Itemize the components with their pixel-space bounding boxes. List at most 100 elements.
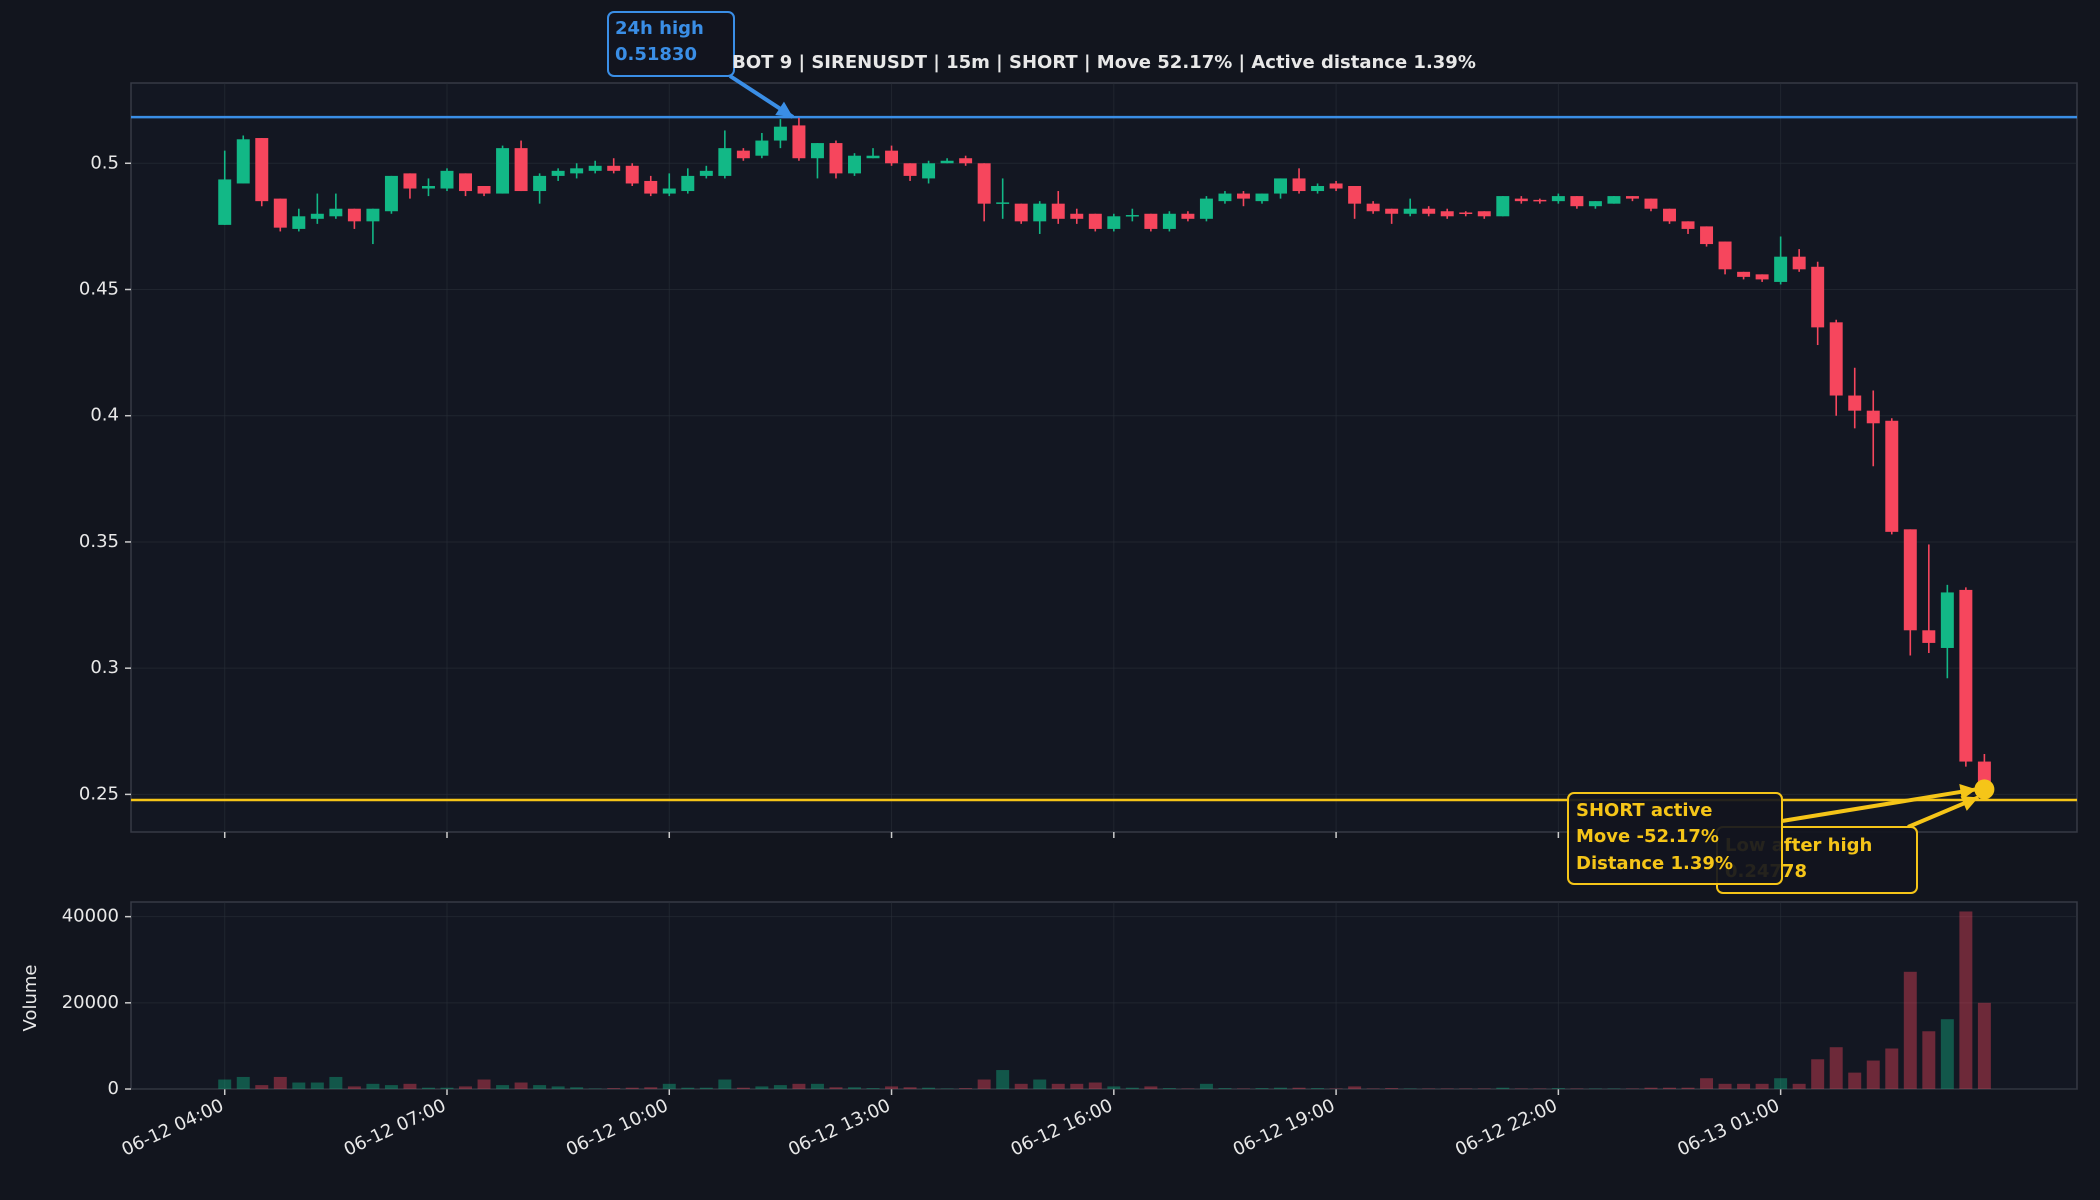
arrow-head <box>1960 796 1979 811</box>
volume-bar <box>996 1070 1010 1089</box>
candle-body <box>403 173 417 189</box>
candle-body <box>1014 203 1028 222</box>
volume-bar <box>1255 1088 1269 1089</box>
volume-bar <box>1700 1078 1714 1089</box>
candle-body <box>1311 185 1325 192</box>
volume-bar <box>236 1076 250 1089</box>
candle-body <box>1051 203 1065 219</box>
candle-body <box>1774 256 1788 282</box>
volume-bar <box>1107 1086 1121 1089</box>
y-tick-label: 0.3 <box>90 657 119 678</box>
volume-bar <box>496 1085 510 1089</box>
candle-body <box>607 165 621 171</box>
volume-bar <box>977 1079 991 1089</box>
candle-body <box>1570 196 1584 207</box>
volume-bar <box>681 1087 695 1089</box>
candle-body <box>1403 208 1417 214</box>
candle-body <box>1218 193 1232 202</box>
volume-bar <box>792 1083 806 1089</box>
candle-body <box>1496 196 1510 217</box>
volume-bar <box>1496 1087 1510 1089</box>
volume-bar <box>1718 1083 1732 1089</box>
volume-bar <box>1070 1083 1084 1089</box>
volume-bar <box>384 1085 398 1089</box>
volume-bar <box>1218 1088 1232 1089</box>
candle-body <box>1292 178 1306 192</box>
volume-bar <box>1829 1047 1843 1089</box>
annotation-arrow <box>1781 787 1977 823</box>
y-tick-label: 20000 <box>62 992 119 1013</box>
volume-bar <box>607 1088 621 1089</box>
volume-bar <box>1681 1087 1695 1089</box>
candle-body <box>1811 266 1825 328</box>
annotation-box <box>1567 792 1783 885</box>
candle-body <box>384 175 398 212</box>
volume-bar <box>1737 1083 1751 1089</box>
volume-bar <box>1885 1048 1899 1089</box>
y-tick-label: 0 <box>108 1078 119 1099</box>
annotation-text: SHORT active <box>1576 800 1712 821</box>
y-tick-label: 0.4 <box>90 405 119 426</box>
candle-body <box>1477 211 1491 217</box>
candle-body <box>1329 183 1343 189</box>
annotation-box <box>607 11 735 77</box>
volume-bar <box>903 1087 917 1089</box>
candle-body <box>755 140 769 156</box>
volume-bar <box>273 1076 287 1089</box>
volume-bar <box>773 1085 787 1089</box>
candle-body <box>273 198 287 228</box>
candle-body <box>773 126 787 141</box>
volume-bar <box>477 1079 491 1089</box>
candle-body <box>1700 226 1714 245</box>
volume-bar <box>1774 1078 1788 1089</box>
annotation-text: 0.51830 <box>615 44 697 65</box>
volume-bar <box>1292 1087 1306 1089</box>
volume-bar <box>718 1079 732 1089</box>
volume-bar <box>1811 1059 1825 1089</box>
volume-bar <box>310 1082 324 1089</box>
candle-body <box>885 150 899 164</box>
volume-bar <box>848 1087 861 1089</box>
volume-bar <box>1348 1086 1362 1089</box>
volume-bar <box>1940 1019 1954 1089</box>
candle-body <box>736 150 750 159</box>
last-price-marker <box>1974 779 1995 800</box>
volume-bar <box>459 1086 473 1089</box>
volume-bar <box>736 1087 750 1089</box>
candle-body <box>551 170 565 176</box>
candle-body <box>496 148 510 194</box>
volume-panel <box>130 901 2078 1090</box>
y-tick-label: 40000 <box>62 906 119 927</box>
volume-bar <box>1199 1083 1213 1089</box>
candle-body <box>1366 203 1380 212</box>
candle-body <box>1625 196 1639 199</box>
volume-bar <box>1644 1087 1658 1089</box>
candle-body <box>514 148 528 192</box>
candle-body <box>1348 185 1362 204</box>
candle-body <box>1459 212 1473 215</box>
y-tick-label: 0.35 <box>79 531 119 552</box>
candle-body <box>1681 221 1695 229</box>
volume-bar <box>810 1083 824 1089</box>
volume-bar <box>1162 1088 1176 1089</box>
volume-bar <box>1792 1083 1806 1089</box>
candle-body <box>1144 213 1158 229</box>
candle-body <box>347 208 361 222</box>
volume-bar <box>403 1083 417 1089</box>
candle-body <box>236 139 250 184</box>
volume-bar <box>1014 1083 1028 1089</box>
volume-bar <box>1959 911 1973 1089</box>
candle-body <box>1940 592 1954 648</box>
candle-body <box>218 179 232 225</box>
volume-bar <box>1866 1060 1880 1089</box>
candle-body <box>1181 213 1195 219</box>
candle-body <box>255 138 269 202</box>
candle-body <box>1422 208 1436 214</box>
candle-body <box>459 173 473 192</box>
candle-body <box>996 202 1010 204</box>
volume-bar <box>440 1087 454 1089</box>
volume-bar <box>514 1082 528 1089</box>
candle-body <box>1255 193 1269 202</box>
annotation-text: Move -52.17% <box>1576 826 1719 847</box>
y-tick-label: 0.25 <box>79 783 119 804</box>
